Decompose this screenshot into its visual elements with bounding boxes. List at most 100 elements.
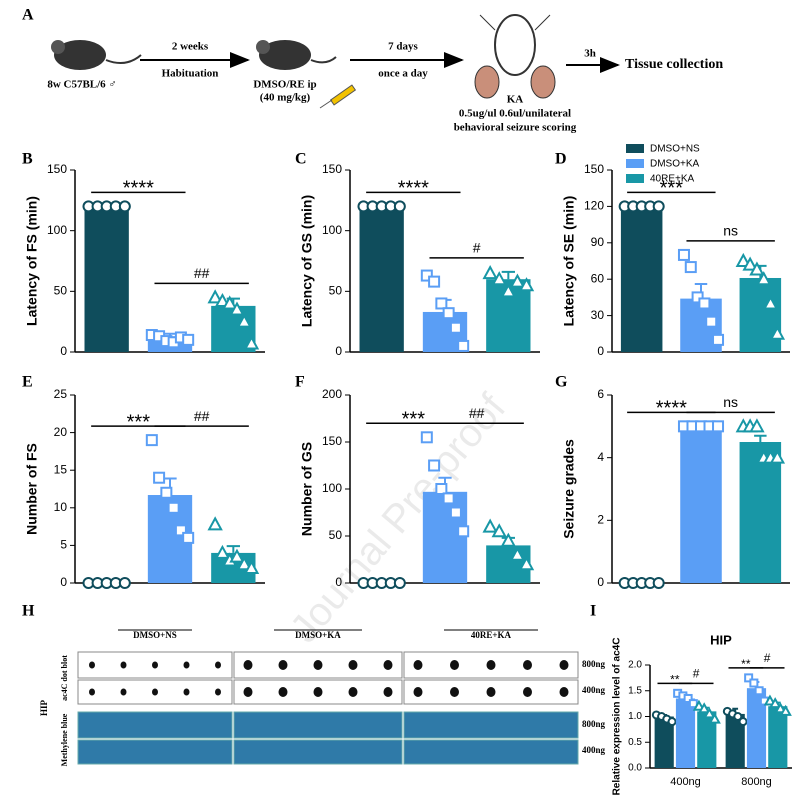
data-point: [482, 518, 498, 533]
data-point: [691, 291, 704, 304]
schematic-text: 3h: [584, 48, 596, 60]
data-point: [243, 559, 260, 574]
significance-label: ns: [723, 394, 738, 410]
data-point: [145, 434, 158, 447]
blot-dot: [152, 661, 158, 669]
blot-col-label: 40RE+KA: [471, 630, 512, 640]
blot-dot: [523, 687, 532, 697]
data-point: [214, 544, 231, 559]
significance-label: ****: [398, 178, 429, 200]
data-point: [769, 325, 786, 340]
data-point: [393, 200, 406, 213]
panel-label: F: [295, 374, 305, 391]
data-point: [167, 501, 180, 514]
data-point: [428, 275, 441, 288]
y-tick-label: 0: [597, 575, 604, 589]
data-point: [118, 200, 131, 213]
chart-title: HIP: [710, 632, 732, 647]
y-axis-label: Number of GS: [299, 442, 315, 536]
significance-label: #: [764, 651, 771, 665]
data-point: [435, 483, 448, 495]
data-point: [420, 269, 433, 282]
data-point: [482, 265, 498, 280]
blot-dot: [413, 687, 423, 697]
data-point: [449, 506, 462, 519]
blue-frame: [77, 711, 233, 739]
blot-dot: [152, 688, 158, 696]
significance-label: ****: [123, 178, 154, 200]
y-tick-label: 4: [597, 450, 604, 464]
blue-frame: [403, 739, 579, 765]
data-point: [222, 295, 238, 310]
bar: [359, 206, 404, 352]
blot-dot: [383, 660, 393, 670]
data-point: [243, 335, 260, 350]
data-point: [457, 525, 470, 538]
data-point: [779, 704, 792, 716]
data-point: [703, 707, 716, 719]
y-tick-label: 1.5: [628, 685, 642, 696]
y-tick-label: 25: [54, 387, 68, 401]
blot-dot: [89, 688, 95, 696]
data-point: [182, 333, 195, 346]
bar: [697, 711, 717, 768]
bar: [680, 426, 722, 583]
blot-dot: [120, 661, 127, 669]
significance-label: #: [473, 240, 481, 256]
blue-frame: [77, 739, 233, 765]
bar: [739, 442, 782, 583]
error-bar: [754, 434, 767, 442]
y-tick-label: 5: [60, 538, 67, 552]
blot: DMSO+NS DMSO+KA 40RE+KA 800ng 400ng 800ng 400n…: [39, 629, 606, 766]
blot-dot: [486, 660, 496, 670]
blot-dot: [486, 687, 496, 697]
y-tick-label: 0: [335, 344, 342, 358]
data-point: [229, 301, 245, 316]
blot-col-label: DMSO+KA: [295, 630, 341, 640]
data-point: [174, 524, 187, 537]
data-point: [754, 686, 764, 696]
blot-dot: [559, 687, 569, 697]
data-point: [705, 315, 718, 328]
schematic-text: DMSO/RE ip: [253, 79, 316, 91]
significance-label: ns: [723, 223, 738, 239]
panel-label: E: [22, 374, 33, 391]
data-point: [744, 673, 754, 683]
data-point: [420, 431, 433, 444]
blot-dot: [348, 660, 358, 670]
y-tick-label: 0.0: [628, 763, 642, 774]
blot-row-label: 800ng: [582, 659, 606, 669]
data-point: [518, 556, 535, 571]
y-tick-label: 90: [591, 235, 605, 249]
y-tick-label: 0: [335, 575, 342, 589]
data-point: [735, 252, 751, 267]
y-tick-label: 30: [591, 308, 605, 322]
panel-label: I: [590, 603, 596, 620]
blot-dot: [348, 687, 358, 697]
data-point: [236, 313, 252, 328]
mouse-head-icon: [474, 14, 556, 99]
legend-label: 40RE+KA: [650, 174, 695, 185]
blot-dot: [243, 687, 253, 697]
x-tick-label: 400ng: [670, 776, 701, 788]
data-point: [491, 523, 507, 538]
data-point: [749, 418, 765, 433]
data-point: [652, 577, 665, 589]
blot-dot: [413, 660, 423, 670]
y-tick-label: 150: [47, 162, 67, 176]
y-axis-label: Latency of GS (min): [299, 195, 315, 327]
y-tick-label: 2: [597, 513, 604, 527]
y-axis-label: Number of FS: [24, 443, 40, 535]
significance-label: ##: [194, 408, 210, 424]
data-point: [153, 471, 166, 484]
significance-label: **: [741, 657, 751, 671]
blot-dot: [215, 688, 221, 696]
blot-side-label: ac4C dot blot: [60, 655, 69, 701]
blot-dot: [523, 660, 532, 670]
schematic-text: (40 mg/kg): [260, 92, 311, 104]
data-point: [207, 289, 223, 304]
schematic-text: 2 weeks: [172, 41, 209, 53]
y-tick-label: 100: [47, 223, 67, 237]
blot-dot: [450, 687, 459, 697]
